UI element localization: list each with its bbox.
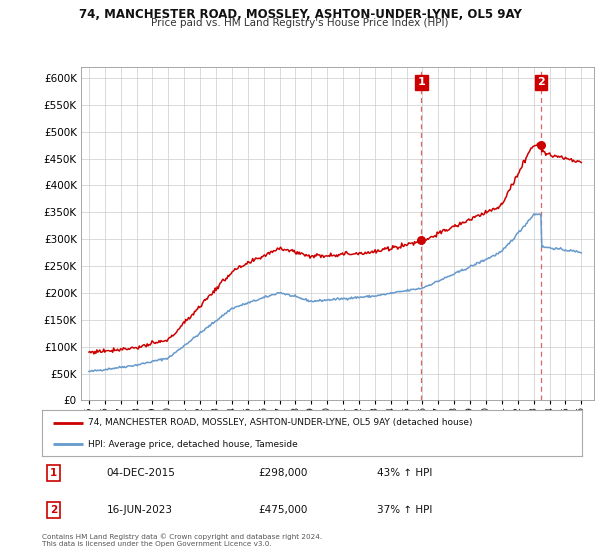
Text: 74, MANCHESTER ROAD, MOSSLEY, ASHTON-UNDER-LYNE, OL5 9AY (detached house): 74, MANCHESTER ROAD, MOSSLEY, ASHTON-UND… — [88, 418, 472, 427]
Text: 04-DEC-2015: 04-DEC-2015 — [107, 468, 176, 478]
Text: 2: 2 — [537, 77, 545, 87]
Text: Price paid vs. HM Land Registry's House Price Index (HPI): Price paid vs. HM Land Registry's House … — [151, 18, 449, 29]
Text: HPI: Average price, detached house, Tameside: HPI: Average price, detached house, Tame… — [88, 440, 298, 449]
Text: £298,000: £298,000 — [258, 468, 307, 478]
Text: Contains HM Land Registry data © Crown copyright and database right 2024.
This d: Contains HM Land Registry data © Crown c… — [42, 533, 322, 547]
Text: 37% ↑ HPI: 37% ↑ HPI — [377, 505, 432, 515]
Text: 2: 2 — [50, 505, 58, 515]
Text: 16-JUN-2023: 16-JUN-2023 — [107, 505, 173, 515]
Text: 74, MANCHESTER ROAD, MOSSLEY, ASHTON-UNDER-LYNE, OL5 9AY: 74, MANCHESTER ROAD, MOSSLEY, ASHTON-UND… — [79, 8, 521, 21]
Text: £475,000: £475,000 — [258, 505, 307, 515]
Text: 1: 1 — [50, 468, 58, 478]
Text: 43% ↑ HPI: 43% ↑ HPI — [377, 468, 432, 478]
Text: 1: 1 — [418, 77, 425, 87]
